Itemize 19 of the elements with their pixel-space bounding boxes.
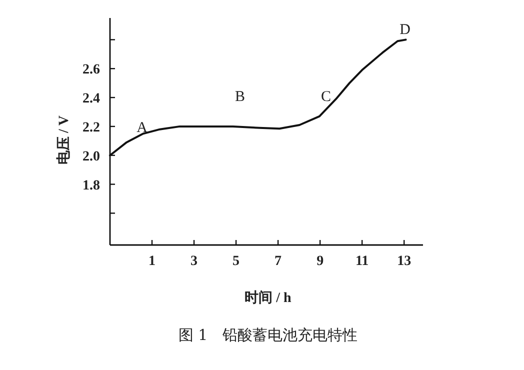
annotation: A: [136, 120, 148, 136]
caption: 图 1 铅酸蓄电池充电特性: [178, 326, 358, 344]
y-tick-label: 2.6: [82, 62, 100, 78]
annotation: B: [234, 89, 246, 105]
y-tick-label: 2.4: [82, 92, 100, 107]
annotation: D: [400, 22, 411, 38]
x-tick-label: 13: [397, 254, 412, 269]
x-tick-label: 11: [355, 254, 369, 269]
x-axis-title: 时间 / h: [244, 290, 292, 306]
x-tick-label: 1: [148, 254, 156, 269]
y-axis-title: 电压 / V: [56, 116, 72, 164]
x-tick-label: 3: [190, 254, 198, 269]
x-tick-label: 9: [316, 254, 324, 269]
y-tick-label: 2.0: [82, 149, 100, 164]
y-tick-label: 2.2: [82, 120, 100, 136]
x-tick-label: 5: [232, 254, 240, 269]
x-tick-label: 7: [274, 254, 282, 269]
y-tick-label: 1.8: [82, 178, 100, 194]
annotation: C: [320, 89, 332, 105]
